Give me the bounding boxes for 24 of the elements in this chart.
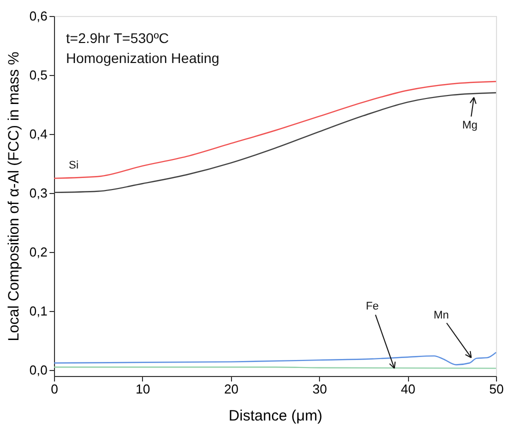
annotation: Mg (462, 119, 478, 132)
y-tick-label: 0,4 (29, 126, 48, 142)
x-tick-label: 0 (50, 382, 58, 396)
line-series (53, 80, 497, 179)
y-tick-label: 0,0 (29, 362, 48, 378)
x-tick-label: 10 (136, 382, 150, 396)
y-axis-title: Local Composition of α-Al (FCC) in mass % (5, 52, 22, 342)
y-tick-label: 0,3 (29, 186, 48, 201)
line-series (53, 352, 497, 366)
x-axis-title: Distance (μm) (228, 408, 322, 424)
y-tick-label: 0,1 (29, 304, 48, 319)
annotation: Fe (366, 300, 379, 312)
y-tick-label: 0,5 (29, 68, 48, 83)
x-tick-label: 30 (312, 382, 327, 396)
y-tick-label: 0,6 (29, 8, 48, 24)
y-tick-label: 0,2 (29, 244, 48, 260)
x-tick-label: 20 (224, 382, 239, 396)
annotation: Homogenization Heating (66, 50, 220, 66)
annotation: t=2.9hr T=530ºC (66, 30, 169, 46)
annotation: Mn (434, 310, 449, 322)
annotation: Si (68, 159, 79, 172)
x-tick-label: 50 (489, 382, 504, 396)
line-series (53, 92, 497, 194)
x-tick-label: 40 (400, 382, 416, 396)
